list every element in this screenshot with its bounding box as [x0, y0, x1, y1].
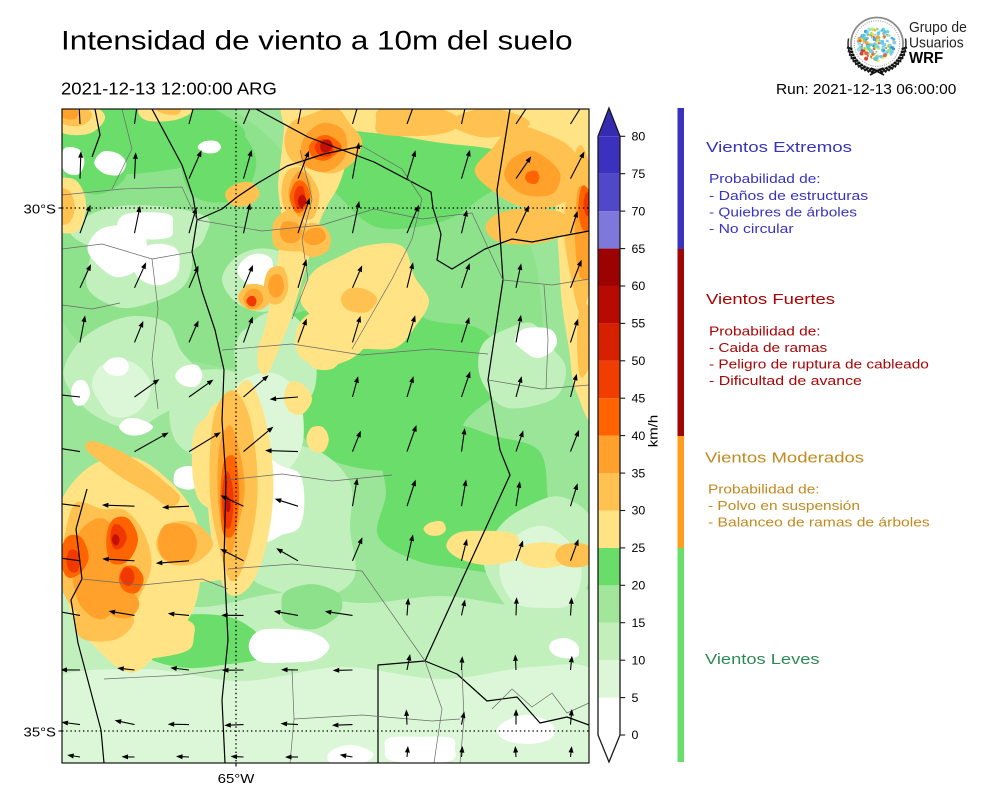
svg-text:0: 0 — [632, 729, 639, 742]
svg-text:35°S: 35°S — [24, 724, 56, 739]
svg-text:Probabilidad de:: Probabilidad de: — [708, 482, 820, 497]
svg-text:Grupo de: Grupo de — [909, 19, 967, 35]
svg-text:- Polvo en suspensión: - Polvo en suspensión — [708, 499, 860, 514]
svg-text:Vientos Fuertes: Vientos Fuertes — [706, 291, 835, 308]
svg-text:- Balanceo de ramas de árboles: - Balanceo de ramas de árboles — [708, 516, 930, 531]
svg-text:km/h: km/h — [645, 415, 660, 447]
svg-text:2021-12-13 12:00:00 ARG: 2021-12-13 12:00:00 ARG — [61, 79, 277, 98]
svg-text:Probabilidad de:: Probabilidad de: — [709, 172, 821, 187]
svg-text:25: 25 — [632, 542, 646, 555]
svg-text:65°W: 65°W — [218, 771, 256, 786]
svg-text:70: 70 — [632, 205, 646, 218]
svg-text:Run: 2021-12-13 06:00:00: Run: 2021-12-13 06:00:00 — [776, 81, 956, 98]
svg-text:80: 80 — [632, 130, 646, 143]
svg-text:Vientos Extremos: Vientos Extremos — [706, 139, 852, 156]
svg-text:Intensidad de viento a 10m del: Intensidad de viento a 10m del suelo — [61, 27, 573, 56]
svg-text:- Caida de ramas: - Caida de ramas — [709, 341, 827, 356]
svg-text:- Dificultad de avance: - Dificultad de avance — [709, 374, 862, 388]
svg-text:75: 75 — [632, 167, 646, 180]
svg-text:10: 10 — [632, 654, 646, 667]
svg-text:5: 5 — [632, 691, 639, 704]
svg-text:Vientos Moderados: Vientos Moderados — [705, 449, 864, 466]
svg-text:WRF: WRF — [909, 50, 943, 67]
svg-text:Usuarios: Usuarios — [909, 34, 964, 50]
svg-text:- Peligro de ruptura de cablea: - Peligro de ruptura de cableado — [709, 357, 929, 372]
svg-text:35: 35 — [632, 467, 646, 480]
svg-text:40: 40 — [632, 429, 646, 442]
svg-text:- Daños de estructuras: - Daños de estructuras — [709, 189, 868, 204]
svg-text:30: 30 — [632, 504, 646, 517]
svg-text:20: 20 — [632, 579, 646, 592]
svg-text:Vientos Leves: Vientos Leves — [705, 650, 820, 667]
svg-text:30°S: 30°S — [24, 201, 56, 216]
svg-text:55: 55 — [632, 317, 646, 330]
svg-text:15: 15 — [632, 616, 646, 629]
svg-text:- No circular: - No circular — [709, 222, 794, 237]
svg-text:60: 60 — [632, 280, 646, 293]
svg-text:- Quiebres de árboles: - Quiebres de árboles — [709, 205, 857, 220]
svg-text:Probabilidad de:: Probabilidad de: — [709, 324, 821, 339]
svg-text:65: 65 — [632, 242, 646, 255]
svg-text:45: 45 — [632, 392, 646, 405]
svg-text:50: 50 — [632, 354, 646, 367]
